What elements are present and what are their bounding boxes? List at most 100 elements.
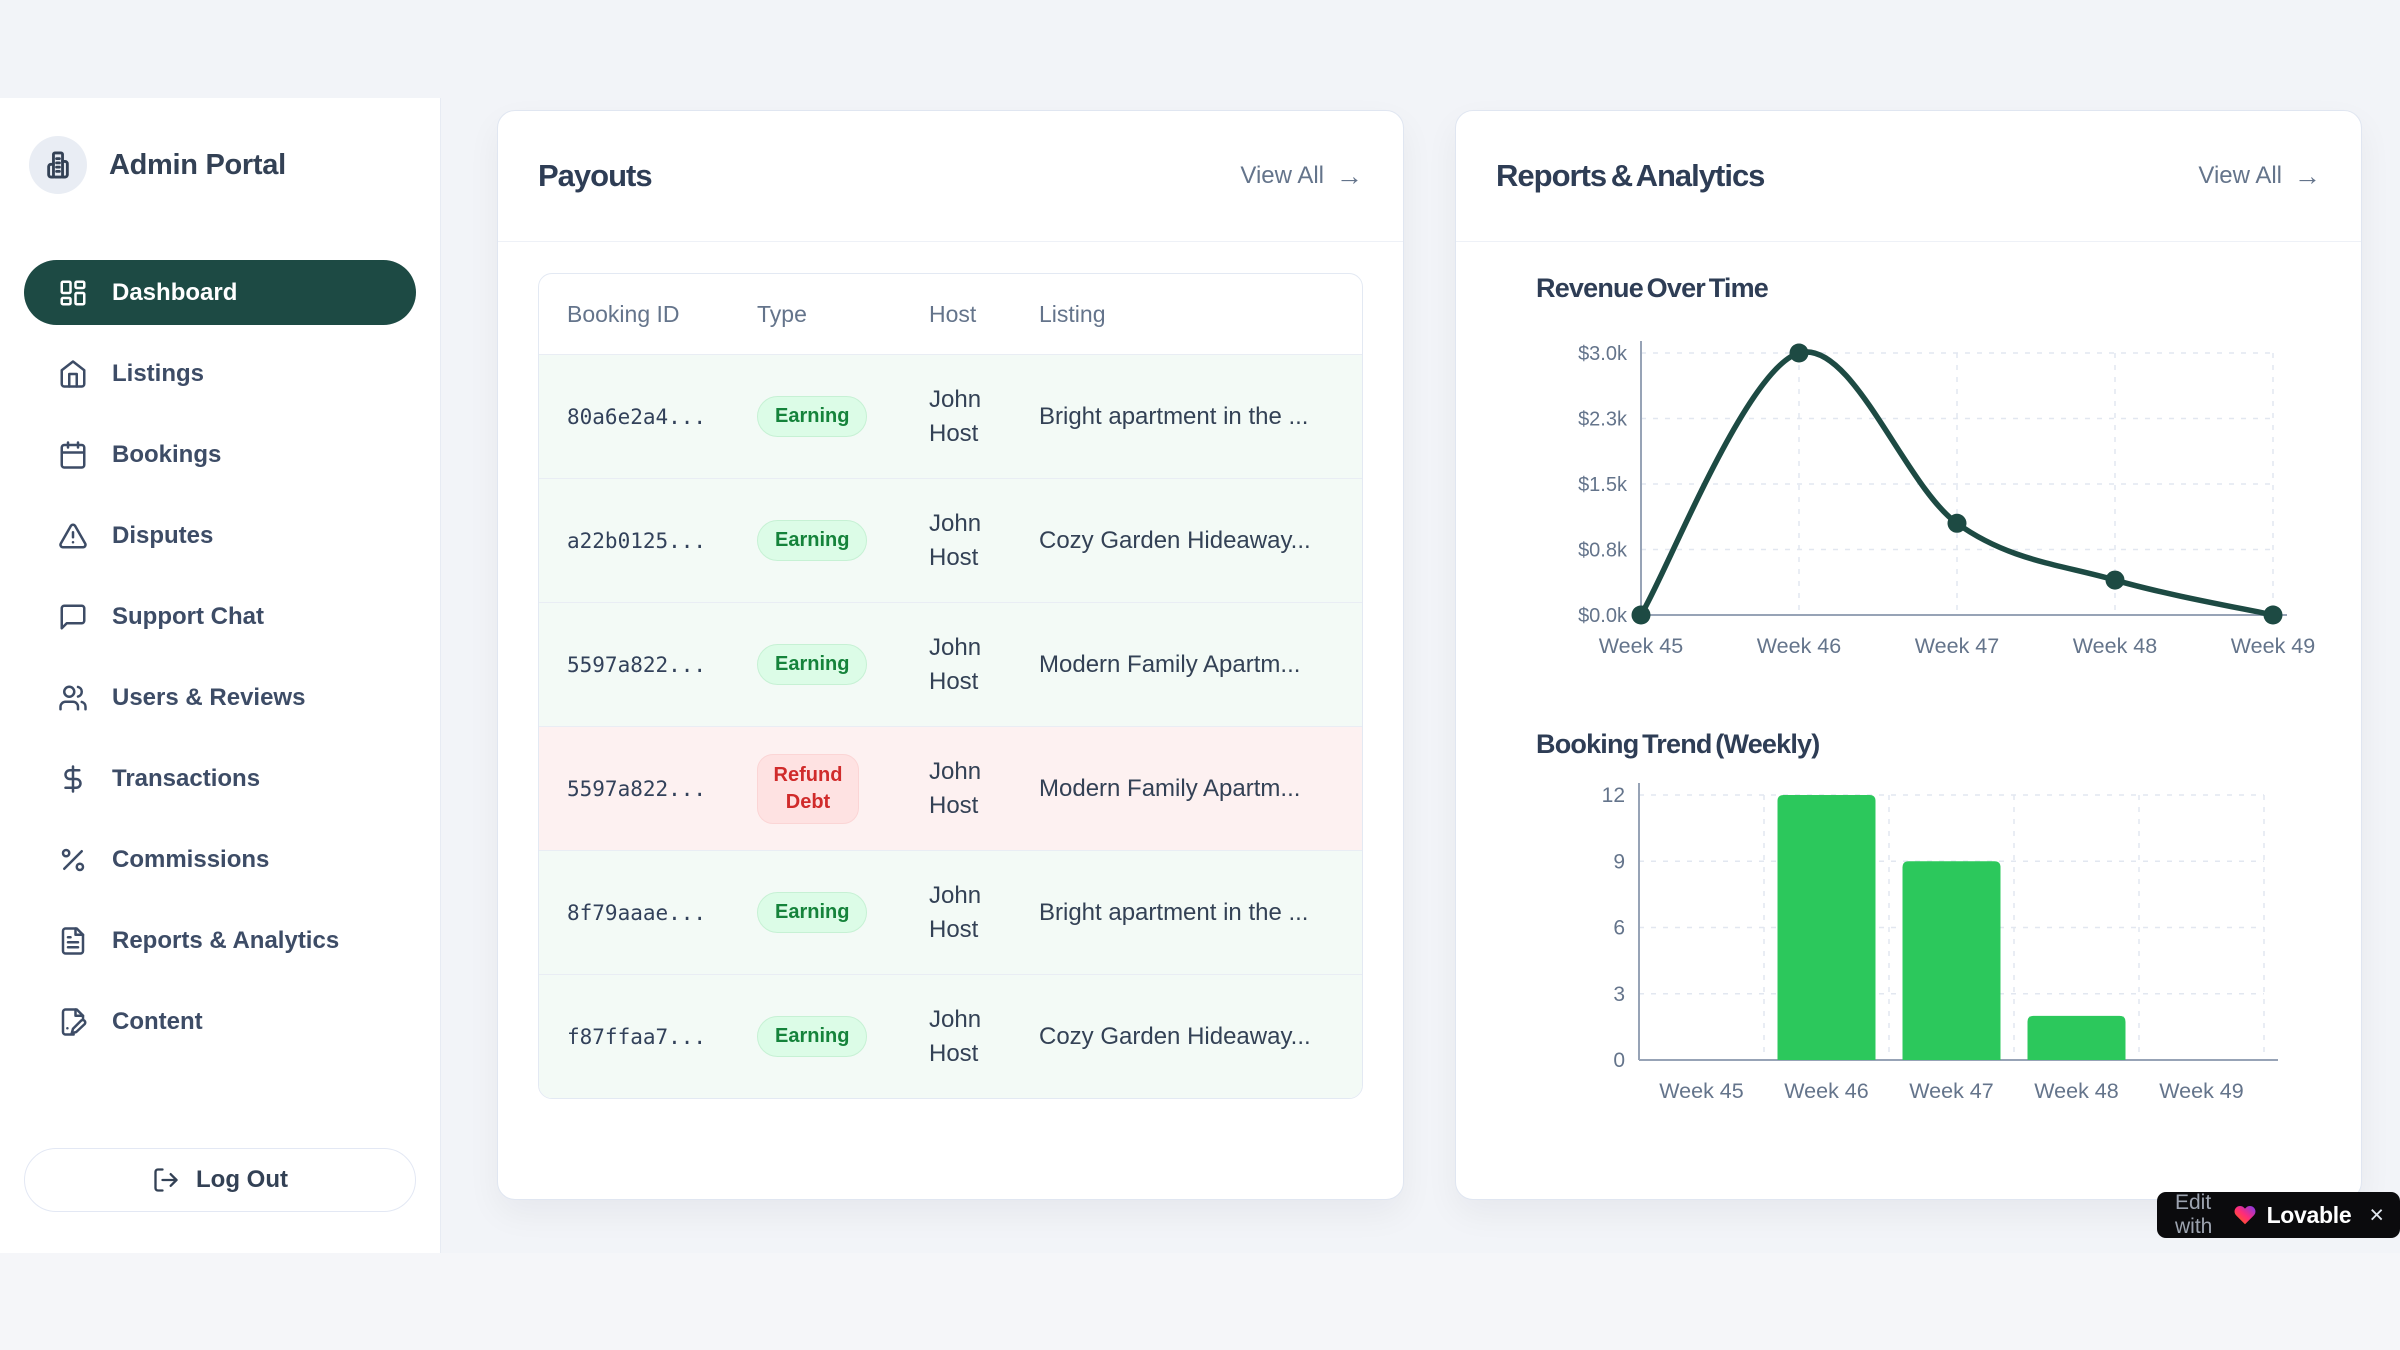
type-badge: Earning	[757, 1016, 868, 1057]
listing-cell: Cozy Garden Hideaway...	[1039, 1022, 1311, 1050]
lovable-brand-label: Lovable	[2266, 1201, 2352, 1228]
sidebar-item-label: Users & Reviews	[112, 683, 306, 711]
column-header-listing: Listing	[1039, 300, 1106, 327]
svg-text:Week 49: Week 49	[2159, 1079, 2243, 1103]
listing-cell: Bright apartment in the ...	[1039, 898, 1309, 926]
svg-text:3: 3	[1613, 983, 1625, 1006]
booking-id-cell: 80a6e2a4...	[567, 404, 707, 429]
table-row[interactable]: 5597a822... Refund Debt John Host Modern Fa…	[539, 726, 1362, 850]
logout-icon	[152, 1166, 180, 1194]
listing-cell: Bright apartment in the ...	[1039, 402, 1309, 430]
app-background: Admin Portal Dashboard Listings Bookings Di…	[0, 98, 2362, 1253]
brand: Admin Portal	[29, 136, 286, 194]
bar-week-47	[1902, 861, 2001, 1060]
payouts-view-all-link[interactable]: View All →	[1240, 162, 1363, 190]
reports-title: Reports & Analytics	[1496, 158, 1765, 193]
type-badge: Earning	[757, 520, 868, 561]
home-icon	[58, 359, 88, 389]
lovable-badge[interactable]: Edit with Lovable ×	[2157, 1191, 2400, 1238]
users-icon	[58, 683, 88, 713]
host-cell: John Host	[929, 385, 982, 447]
booking-trend-bar-chart: 0 3 6 9 12 Week 45 Week 46 Week 47 Week 48 Week 4…	[1541, 761, 2361, 1111]
revenue-line-chart: $0.0k $0.8k $1.5k $2.3k $3.0k Week 45 Week 46 W…	[1541, 331, 2361, 671]
view-all-label: View All	[1240, 162, 1324, 189]
host-cell: John Host	[929, 509, 982, 571]
column-header-host: Host	[929, 300, 977, 327]
type-cell: Earning	[757, 520, 929, 561]
svg-text:Week 48: Week 48	[2034, 1079, 2118, 1103]
type-cell: Earning	[757, 1016, 929, 1057]
table-row[interactable]: 80a6e2a4... Earning John Host Bright apartm…	[539, 354, 1362, 478]
bar-week-48	[2027, 1015, 2126, 1060]
sidebar-item-commissions[interactable]: Commissions	[24, 827, 416, 892]
sidebar-item-disputes[interactable]: Disputes	[24, 503, 416, 568]
lovable-close-icon[interactable]: ×	[2369, 1200, 2384, 1229]
type-cell: Earning	[757, 892, 929, 933]
svg-text:Week 48: Week 48	[2073, 634, 2157, 658]
file-text-icon	[58, 926, 88, 956]
logout-label: Log Out	[196, 1166, 288, 1193]
chat-bubble-icon	[58, 602, 88, 632]
dashboard-icon	[58, 278, 88, 308]
logout-button[interactable]: Log Out	[24, 1148, 416, 1212]
sidebar-item-label: Reports & Analytics	[112, 926, 340, 954]
table-row[interactable]: a22b0125... Earning John Host Cozy Garden H…	[539, 478, 1362, 602]
table-row[interactable]: 5597a822... Earning John Host Modern Family…	[539, 602, 1362, 726]
table-row[interactable]: f87ffaa7... Earning John Host Cozy Garden H…	[539, 974, 1362, 1098]
arrow-right-icon: →	[2294, 160, 2321, 191]
reports-card-header: Reports & Analytics View All →	[1456, 111, 2361, 242]
arrow-right-icon: →	[1336, 160, 1363, 191]
sidebar-item-reports-and-analytics[interactable]: Reports & Analytics	[24, 908, 416, 973]
booking-id-cell: 5597a822...	[567, 652, 707, 677]
svg-text:Week 45: Week 45	[1599, 634, 1683, 658]
type-badge: Earning	[757, 892, 868, 933]
sidebar-item-users-and-reviews[interactable]: Users & Reviews	[24, 665, 416, 730]
type-cell: Refund Debt	[757, 753, 929, 824]
host-cell: John Host	[929, 1005, 982, 1067]
svg-text:Week 47: Week 47	[1915, 634, 1999, 658]
sidebar-item-content[interactable]: Content	[24, 989, 416, 1054]
sidebar-item-dashboard[interactable]: Dashboard	[24, 260, 416, 325]
type-badge: Earning	[757, 644, 868, 685]
percent-icon	[58, 845, 88, 875]
sidebar-item-bookings[interactable]: Bookings	[24, 422, 416, 487]
sidebar-item-label: Dashboard	[112, 278, 238, 306]
svg-text:0: 0	[1613, 1049, 1625, 1072]
sidebar-nav: Dashboard Listings Bookings Disputes Support…	[24, 260, 416, 1070]
booking-id-cell: 5597a822...	[567, 776, 707, 801]
reports-card: Reports & Analytics View All → Revenue O…	[1455, 110, 2362, 1200]
sidebar-item-listings[interactable]: Listings	[24, 341, 416, 406]
sidebar-item-label: Listings	[112, 359, 205, 387]
listing-cell: Cozy Garden Hideaway...	[1039, 526, 1311, 554]
booking-trend-chart-title: Booking Trend (Weekly)	[1536, 729, 1820, 759]
column-header-booking-id: Booking ID	[567, 300, 680, 327]
sidebar-item-transactions[interactable]: Transactions	[24, 746, 416, 811]
sidebar-item-label: Disputes	[112, 521, 214, 549]
revenue-line-chart-svg: $0.0k $0.8k $1.5k $2.3k $3.0k Week 45 Week 46 W…	[1578, 341, 2315, 658]
type-cell: Earning	[757, 644, 929, 685]
lovable-heart-icon	[2233, 1203, 2257, 1227]
type-cell: Earning	[757, 396, 929, 437]
svg-text:$2.3k: $2.3k	[1578, 409, 1628, 431]
svg-text:Week 46: Week 46	[1757, 634, 1841, 658]
sidebar-item-label: Support Chat	[112, 602, 264, 630]
brand-name: Admin Portal	[109, 148, 286, 181]
host-cell: John Host	[929, 757, 982, 819]
dollar-icon	[58, 764, 88, 794]
table-row[interactable]: 8f79aaae... Earning John Host Bright apartm…	[539, 850, 1362, 974]
host-cell: John Host	[929, 881, 982, 943]
svg-text:$0.0k: $0.0k	[1578, 605, 1628, 627]
calendar-icon	[58, 440, 88, 470]
sidebar-item-label: Commissions	[112, 845, 270, 873]
sidebar-item-support-chat[interactable]: Support Chat	[24, 584, 416, 649]
reports-view-all-link[interactable]: View All →	[2198, 162, 2321, 190]
table-header-row: Booking ID Type Host Listing	[539, 274, 1362, 354]
sidebar-item-label: Bookings	[112, 440, 222, 468]
alert-triangle-icon	[58, 521, 88, 551]
svg-text:6: 6	[1613, 917, 1625, 940]
lovable-prefix-label: Edit with	[2175, 1191, 2213, 1238]
bar-week-46	[1777, 795, 1876, 1060]
svg-text:12: 12	[1602, 784, 1625, 807]
payouts-card-header: Payouts View All →	[498, 111, 1403, 242]
svg-text:Week 47: Week 47	[1909, 1079, 1993, 1103]
